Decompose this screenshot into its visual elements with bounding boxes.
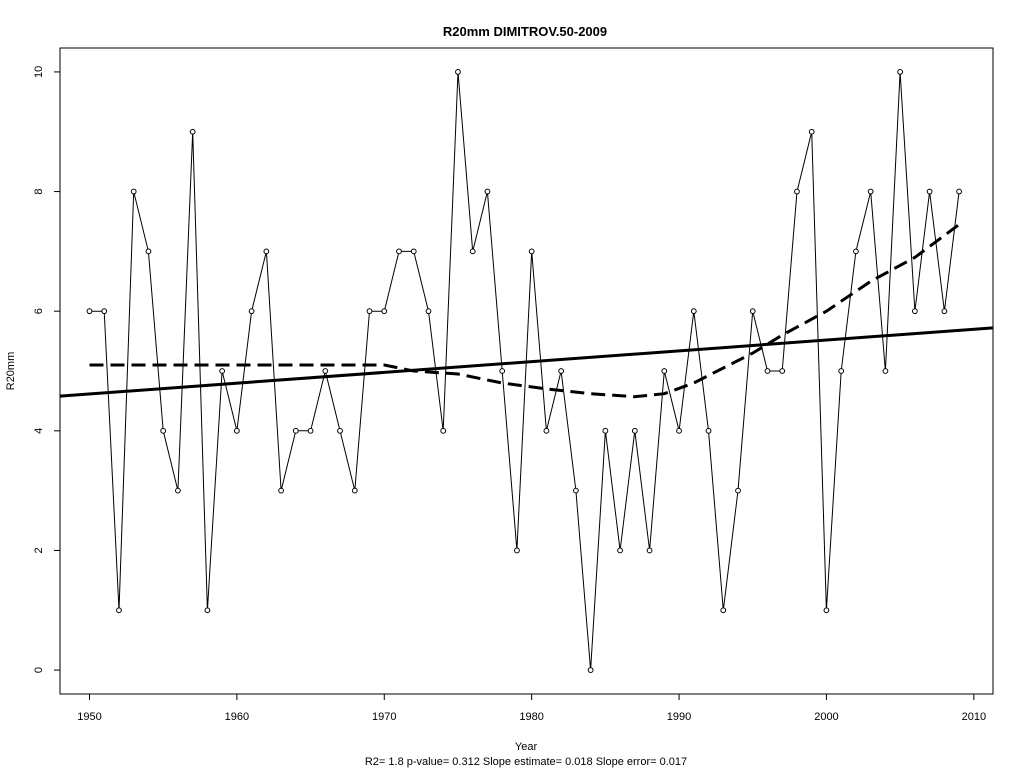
data-point xyxy=(602,427,609,434)
data-point xyxy=(720,607,727,614)
y-axis-label: R20mm xyxy=(5,352,17,391)
plot-frame xyxy=(59,47,994,695)
data-point xyxy=(263,248,270,255)
data-point xyxy=(882,368,889,374)
data-point xyxy=(911,308,918,315)
data-point xyxy=(897,69,904,75)
y-tick-label: 4 xyxy=(33,428,45,434)
data-point xyxy=(484,188,491,195)
data-point xyxy=(160,427,167,434)
y-tick-label: 10 xyxy=(33,66,45,78)
data-point xyxy=(219,368,226,374)
data-point xyxy=(381,308,388,315)
data-point xyxy=(823,607,830,614)
data-point xyxy=(425,308,432,315)
data-point xyxy=(396,248,402,255)
x-tick-label: 1950 xyxy=(77,711,101,723)
x-tick-label: 1990 xyxy=(667,711,691,723)
chart-title: R20mm DIMITROV.50-2009 xyxy=(443,24,607,39)
data-point xyxy=(853,248,859,255)
data-point xyxy=(926,188,933,195)
observed-line xyxy=(89,71,960,671)
data-point xyxy=(587,667,594,673)
data-point xyxy=(86,308,93,315)
data-point xyxy=(528,248,535,255)
x-tick-label: 1970 xyxy=(372,711,396,723)
x-tick-label: 1980 xyxy=(519,711,543,723)
data-point xyxy=(941,308,948,315)
x-axis: 1950 1960 1970 1980 1990 2000 2010 xyxy=(77,694,986,723)
data-point xyxy=(735,487,741,494)
data-point xyxy=(145,248,152,255)
data-point xyxy=(514,547,520,554)
data-point xyxy=(189,128,196,135)
x-tick-label: 2010 xyxy=(962,711,986,723)
data-point xyxy=(676,427,682,434)
smooth-curve xyxy=(89,223,960,399)
data-point xyxy=(631,427,638,434)
x-axis-label: Year xyxy=(515,741,538,753)
y-tick-label: 0 xyxy=(33,667,45,673)
x-tick-label: 1960 xyxy=(225,711,249,723)
stats-footnote: R2= 1.8 p-value= 0.312 Slope estimate= 0… xyxy=(365,756,687,768)
data-point xyxy=(705,427,712,434)
y-tick-label: 8 xyxy=(33,188,45,194)
data-point xyxy=(749,308,756,315)
data-point xyxy=(646,547,653,554)
data-point xyxy=(116,607,122,614)
data-point xyxy=(690,308,697,315)
data-point xyxy=(292,427,299,434)
data-point xyxy=(204,607,211,614)
data-point xyxy=(307,427,314,434)
data-point xyxy=(175,487,181,494)
data-point xyxy=(543,427,550,434)
data-point xyxy=(440,427,447,434)
data-point xyxy=(794,188,800,195)
data-point xyxy=(499,368,506,374)
data-point xyxy=(838,368,845,374)
data-point xyxy=(322,368,329,374)
data-point xyxy=(469,248,476,255)
data-point xyxy=(278,487,284,494)
data-point xyxy=(410,248,417,255)
data-point xyxy=(351,487,358,494)
data-point xyxy=(572,487,579,494)
data-point xyxy=(455,69,461,75)
data-point xyxy=(130,188,137,195)
data-point xyxy=(101,308,108,315)
data-point xyxy=(366,308,373,315)
data-point xyxy=(661,368,668,374)
data-point xyxy=(779,368,786,374)
data-point xyxy=(233,427,240,434)
data-point xyxy=(248,308,255,315)
data-point xyxy=(808,128,815,135)
series-layer xyxy=(59,69,994,673)
data-point xyxy=(558,368,565,374)
data-point xyxy=(764,368,771,374)
x-tick-label: 2000 xyxy=(814,711,838,723)
y-axis: 0 2 4 6 8 10 xyxy=(33,66,60,673)
y-tick-label: 2 xyxy=(33,547,45,553)
data-point xyxy=(867,188,874,195)
data-point xyxy=(617,547,623,554)
data-point xyxy=(956,188,962,195)
data-point xyxy=(337,427,343,434)
y-tick-label: 6 xyxy=(33,308,45,314)
